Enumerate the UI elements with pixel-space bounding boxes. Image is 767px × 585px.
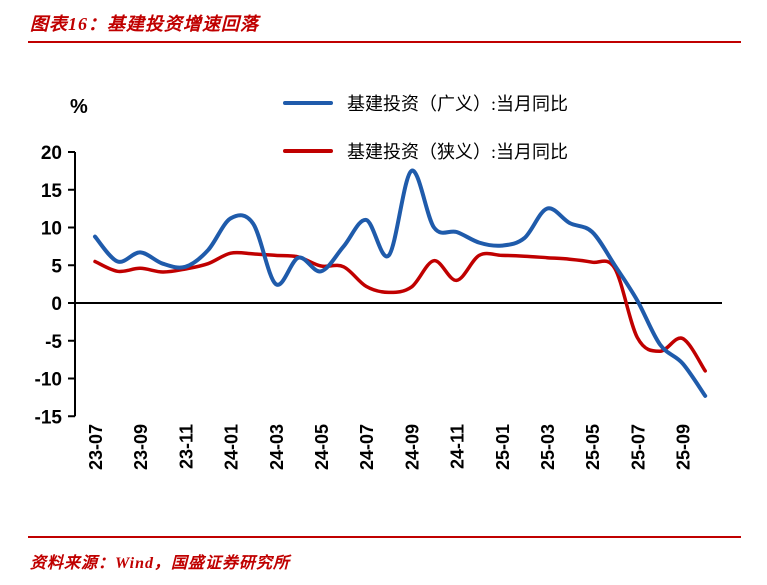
legend-item-broad: 基建投资（广义）:当月同比 [283, 92, 568, 114]
axes [68, 151, 722, 418]
svg-text:5: 5 [51, 256, 62, 277]
title-underline [28, 41, 741, 43]
svg-text:23-07: 23-07 [86, 424, 106, 470]
chart-title: 图表16：基建投资增速回落 [30, 14, 259, 34]
footer-rule [28, 536, 741, 538]
svg-text:24-09: 24-09 [402, 424, 422, 470]
svg-text:-5: -5 [45, 332, 62, 353]
svg-text:0: 0 [51, 294, 62, 315]
source-note: 资料来源：Wind，国盛证券研究所 [30, 555, 290, 572]
y-axis-unit-label: % [70, 96, 88, 118]
legend-item-narrow: 基建投资（狭义）:当月同比 [283, 140, 568, 162]
svg-text:25-03: 25-03 [538, 424, 558, 470]
svg-text:24-07: 24-07 [357, 424, 377, 470]
svg-text:23-09: 23-09 [131, 424, 151, 470]
svg-text:24-05: 24-05 [312, 424, 332, 470]
svg-text:-10: -10 [35, 370, 62, 391]
svg-text:24-01: 24-01 [222, 424, 242, 470]
svg-text:23-11: 23-11 [176, 424, 196, 469]
svg-text:25-01: 25-01 [493, 424, 513, 470]
legend: 基建投资（广义）:当月同比 基建投资（狭义）:当月同比 [283, 92, 568, 162]
legend-line-swatch-red [283, 149, 333, 153]
legend-label-broad: 基建投资（广义）:当月同比 [347, 94, 568, 114]
series-line-broad [93, 168, 708, 398]
svg-text:25-05: 25-05 [583, 424, 603, 470]
svg-text:24-03: 24-03 [267, 424, 287, 470]
svg-text:10: 10 [41, 219, 62, 240]
legend-line-swatch-blue [283, 101, 333, 105]
series-line-narrow [93, 250, 707, 373]
legend-label-narrow: 基建投资（狭义）:当月同比 [347, 142, 568, 162]
svg-text:-15: -15 [35, 407, 63, 428]
svg-text:24-11: 24-11 [448, 424, 468, 469]
svg-text:25-07: 25-07 [628, 424, 648, 470]
x-tick-labels: 23-07 23-09 23-11 24-01 24-03 24-05 24-07 24-09… [86, 424, 694, 470]
svg-text:20: 20 [41, 143, 62, 164]
svg-text:25-09: 25-09 [674, 424, 694, 470]
svg-text:15: 15 [41, 181, 63, 202]
y-tick-labels: 20 15 10 5 0 -5 -10 -15 [35, 143, 63, 428]
